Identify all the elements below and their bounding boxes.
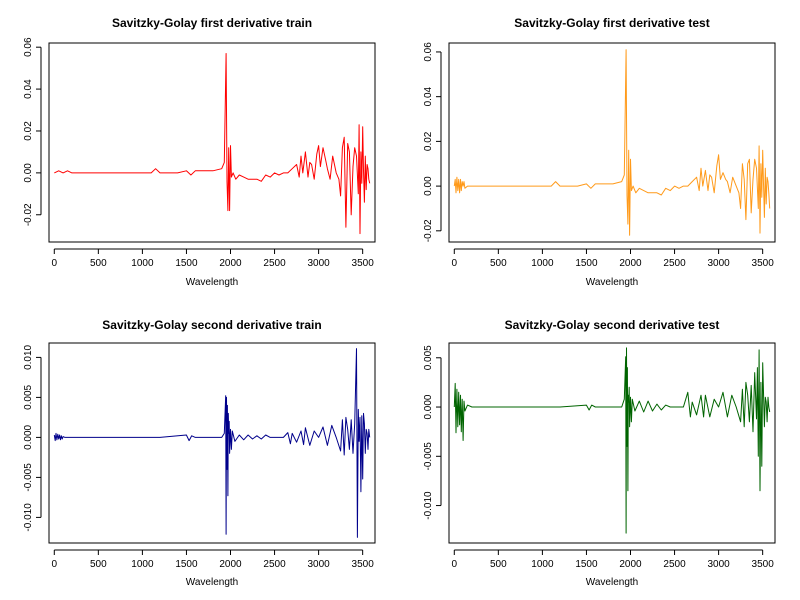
- panel-2-x-axis-label: Wavelength: [586, 277, 638, 288]
- panel-3-x-axis-label: Wavelength: [186, 577, 238, 588]
- panel-3-x-tick-label: 500: [90, 559, 107, 570]
- panel-4-x-tick-label: 1500: [575, 559, 598, 570]
- panel-1-x-tick-label: 2000: [219, 258, 242, 269]
- panel-3-x-tick-label: 2000: [219, 559, 242, 570]
- panel-2: Savitzky-Golay first derivative test Wav…: [423, 16, 776, 288]
- panel-3-title: Savitzky-Golay second derivative train: [102, 318, 321, 332]
- panel-1-x-tick-label: 3500: [352, 258, 375, 269]
- panel-1-x-tick-label: 3000: [307, 258, 330, 269]
- panel-4-x-axis-label: Wavelength: [586, 577, 638, 588]
- panel-2-x-tick-label: 1000: [531, 258, 554, 269]
- panel-4-y-tick-label: -0.010: [423, 491, 434, 520]
- panel-1-x-tick-label: 1500: [175, 258, 198, 269]
- panel-4-x-tick-label: 3000: [707, 559, 730, 570]
- panel-3-y-tick-label: 0.000: [23, 424, 34, 449]
- panel-1-plot-frame: [48, 42, 376, 243]
- panel-4-plot-frame: [448, 342, 776, 544]
- panel-1-y-tick-label: 0.04: [23, 79, 34, 99]
- panel-2-x-tick-label: 3500: [752, 258, 775, 269]
- panel-1-y-tick-label: 0.00: [23, 163, 34, 183]
- panel-1-y-tick-label: -0.02: [23, 203, 34, 226]
- panel-3-y-tick-label: 0.010: [23, 344, 34, 369]
- panel-3: Savitzky-Golay second derivative train W…: [23, 318, 376, 588]
- panel-4-title: Savitzky-Golay second derivative test: [505, 318, 720, 332]
- panel-2-x-tick-label: 2500: [663, 258, 686, 269]
- panel-1-x-tick-label: 500: [90, 258, 107, 269]
- panel-4-series-line: [453, 347, 771, 534]
- panel-2-title: Savitzky-Golay first derivative test: [514, 16, 709, 30]
- panel-2-plot-frame: [448, 42, 776, 243]
- panel-3-x-tick-label: 3500: [352, 559, 375, 570]
- panel-4-y-tick-label: 0.005: [423, 345, 434, 370]
- panel-1-y-tick-label: 0.02: [23, 121, 34, 141]
- panel-1: Savitzky-Golay first derivative train Wa…: [23, 16, 376, 288]
- panel-1-x-tick-label: 2500: [263, 258, 286, 269]
- panel-4: Savitzky-Golay second derivative test Wa…: [423, 318, 776, 588]
- panel-1-x-tick-label: 1000: [131, 258, 154, 269]
- panel-3-y-tick-label: 0.005: [23, 384, 34, 409]
- panel-3-x-tick-label: 1500: [175, 559, 198, 570]
- panel-3-x-tick-label: 0: [52, 559, 58, 570]
- panel-1-series-line: [54, 53, 371, 235]
- panel-1-x-axis-label: Wavelength: [186, 277, 238, 288]
- panel-2-x-tick-label: 1500: [575, 258, 598, 269]
- panel-4-x-tick-label: 3500: [752, 559, 775, 570]
- panel-3-series-line: [53, 348, 371, 538]
- panel-3-plot-frame: [48, 342, 376, 544]
- panel-1-y-tick-label: 0.06: [23, 37, 34, 57]
- panel-2-y-tick-label: 0.06: [423, 42, 434, 62]
- panel-4-x-tick-label: 0: [452, 559, 458, 570]
- panel-4-x-tick-label: 2000: [619, 559, 642, 570]
- panel-2-y-tick-label: 0.00: [423, 176, 434, 196]
- panel-2-x-tick-label: 3000: [707, 258, 730, 269]
- panel-2-x-tick-label: 0: [452, 258, 458, 269]
- panel-4-y-tick-label: -0.005: [423, 442, 434, 471]
- panel-1-title: Savitzky-Golay first derivative train: [112, 16, 312, 30]
- panel-3-x-tick-label: 2500: [263, 559, 286, 570]
- panel-3-x-tick-label: 3000: [307, 559, 330, 570]
- panel-2-x-tick-label: 500: [490, 258, 507, 269]
- panel-3-y-tick-label: -0.010: [23, 503, 34, 532]
- panel-4-x-tick-label: 500: [490, 559, 507, 570]
- panel-2-y-tick-label: -0.02: [423, 219, 434, 242]
- panel-2-series-line: [453, 49, 771, 236]
- panel-4-x-tick-label: 1000: [531, 559, 554, 570]
- panel-2-y-tick-label: 0.02: [423, 131, 434, 151]
- panel-2-y-tick-label: 0.04: [423, 86, 434, 106]
- panel-3-y-tick-label: -0.005: [23, 463, 34, 492]
- panel-4-y-tick-label: 0.000: [423, 394, 434, 419]
- panel-3-x-tick-label: 1000: [131, 559, 154, 570]
- panel-1-x-tick-label: 0: [52, 258, 58, 269]
- panel-4-x-tick-label: 2500: [663, 559, 686, 570]
- panel-2-x-tick-label: 2000: [619, 258, 642, 269]
